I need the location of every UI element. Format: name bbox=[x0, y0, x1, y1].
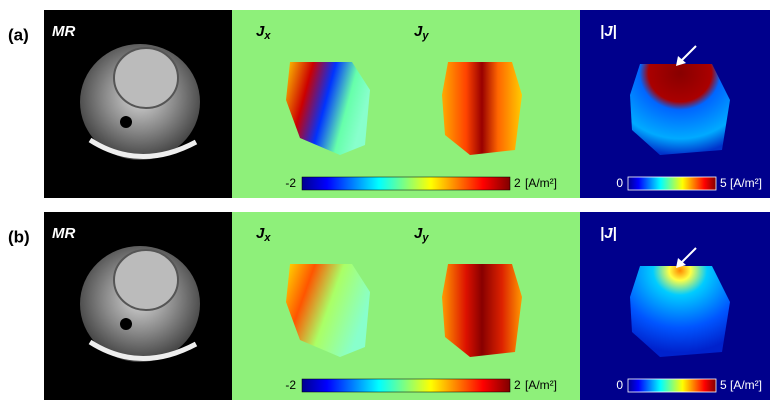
mr-label: MR bbox=[52, 225, 75, 242]
jy-map bbox=[442, 264, 522, 357]
magnitude-label: |J| bbox=[600, 225, 617, 242]
colorbar-unit: [A/m²] bbox=[525, 378, 557, 392]
panel-label: Jy bbox=[414, 23, 429, 42]
row-label: (a) bbox=[8, 25, 29, 44]
colorbar-min: 0 bbox=[616, 176, 623, 190]
jx-map bbox=[286, 62, 370, 155]
mr-skull bbox=[88, 339, 198, 361]
jy-map bbox=[442, 62, 522, 155]
colorbar-max: 2 bbox=[514, 378, 521, 392]
mr-label: MR bbox=[52, 23, 75, 40]
colorbar-unit: [A/m²] bbox=[525, 176, 557, 190]
label-base: J bbox=[256, 225, 265, 242]
colorbar bbox=[301, 378, 511, 393]
colorbar-min: 0 bbox=[616, 378, 623, 392]
magnitude-map bbox=[630, 64, 730, 155]
magnitude-map bbox=[630, 266, 730, 357]
jx-map bbox=[286, 264, 370, 357]
panel-label: Jx bbox=[256, 225, 271, 244]
label-subscript: y bbox=[421, 30, 429, 42]
label-subscript: y bbox=[421, 232, 429, 244]
magnitude-label: |J| bbox=[600, 23, 617, 40]
colorbar bbox=[627, 176, 717, 191]
panel-label: Jx bbox=[256, 23, 271, 42]
arrow-head bbox=[676, 258, 686, 268]
colorbar-max: 5 bbox=[720, 176, 727, 190]
colorbar-min: -2 bbox=[285, 176, 296, 190]
arrow-shaft bbox=[679, 45, 697, 63]
label-base: J bbox=[414, 23, 423, 40]
label-base: J bbox=[256, 23, 265, 40]
mr-brain bbox=[113, 47, 179, 109]
j-panel bbox=[232, 212, 580, 400]
label-base: J bbox=[414, 225, 423, 242]
colorbar bbox=[301, 176, 511, 191]
colorbar-max: 5 bbox=[720, 378, 727, 392]
panel-label: Jy bbox=[414, 225, 429, 244]
mr-dark bbox=[120, 318, 132, 330]
mr-brain bbox=[113, 249, 179, 311]
arrow-shaft bbox=[679, 247, 697, 265]
mr-dark bbox=[120, 116, 132, 128]
colorbar-unit: [A/m²] bbox=[730, 378, 762, 392]
label-subscript: x bbox=[263, 30, 271, 42]
colorbar-min: -2 bbox=[285, 378, 296, 392]
mr-skull bbox=[88, 137, 198, 159]
j-panel bbox=[232, 10, 580, 198]
colorbar-max: 2 bbox=[514, 176, 521, 190]
colorbar bbox=[627, 378, 717, 393]
label-subscript: x bbox=[263, 232, 271, 244]
arrow-head bbox=[676, 56, 686, 66]
row-label: (b) bbox=[8, 227, 30, 246]
colorbar-unit: [A/m²] bbox=[730, 176, 762, 190]
